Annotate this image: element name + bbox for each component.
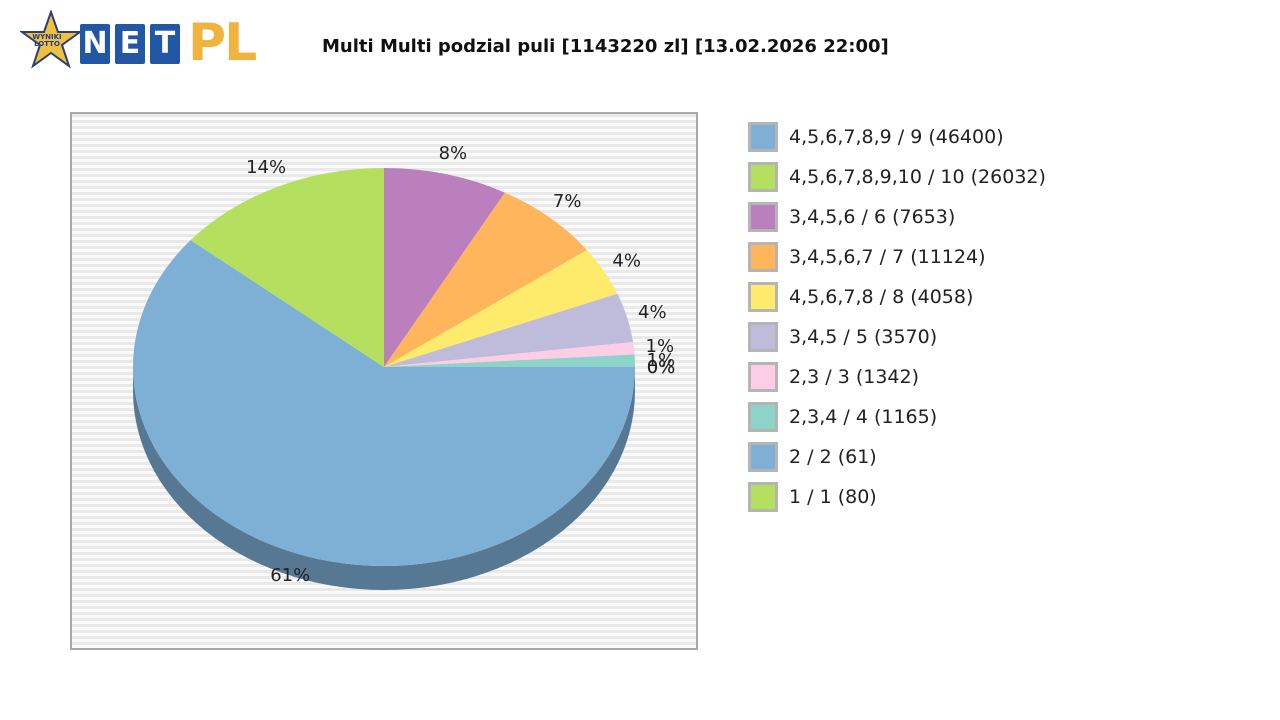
legend-swatch bbox=[748, 122, 778, 152]
pie-percent-label: 4% bbox=[612, 251, 641, 272]
pie-percent-label: 8% bbox=[439, 143, 468, 164]
pie-slice[interactable] bbox=[384, 293, 634, 367]
pie-slice[interactable] bbox=[384, 192, 588, 367]
legend-swatch bbox=[748, 402, 778, 432]
chart-plot-area: 61% 14% 8% 7% 4% 4% 1% 1% 0% 0% bbox=[70, 112, 698, 650]
legend-label: 3,4,5,6,7 / 7 (11124) bbox=[789, 246, 986, 268]
legend-label: 1 / 1 (80) bbox=[789, 486, 877, 508]
legend-swatch bbox=[748, 322, 778, 352]
legend-label: 2,3,4 / 4 (1165) bbox=[789, 406, 938, 428]
pie-percent-label: 0% bbox=[647, 357, 676, 378]
legend-swatch bbox=[748, 442, 778, 472]
pie-slice[interactable] bbox=[132, 240, 635, 566]
pie-slice[interactable] bbox=[384, 250, 618, 367]
pie-slice[interactable] bbox=[384, 168, 505, 367]
chart-title: Multi Multi podzial puli [1143220 zl] [1… bbox=[322, 36, 889, 57]
pie-percent-label: 14% bbox=[246, 157, 286, 178]
legend-label: 4,5,6,7,8,9 / 9 (46400) bbox=[789, 126, 1004, 148]
pie-percent-label: 1% bbox=[646, 336, 675, 357]
logo-suffix: PL bbox=[188, 13, 257, 73]
netpl-logo[interactable]: WYNIKI LOTTO N E T PL bbox=[20, 10, 265, 73]
pie-chart: 61%14%8%7%4%4%1%1%0%0% bbox=[132, 143, 676, 590]
legend-label: 2 / 2 (61) bbox=[789, 446, 877, 468]
legend-label: 4,5,6,7,8,9,10 / 10 (26032) bbox=[789, 166, 1046, 188]
logo-letter-t: T bbox=[150, 24, 180, 64]
legend-swatch bbox=[748, 242, 778, 272]
pie-slice[interactable] bbox=[190, 168, 384, 367]
logo-letter-e: E bbox=[115, 24, 145, 64]
pie-percent-label: 1% bbox=[647, 350, 676, 371]
legend-swatch bbox=[748, 202, 778, 232]
pie-slice[interactable] bbox=[384, 342, 635, 367]
pie-slice[interactable] bbox=[384, 354, 635, 368]
pie-percent-label: 7% bbox=[553, 191, 582, 212]
legend-swatch bbox=[748, 482, 778, 512]
legend-label: 3,4,5,6 / 6 (7653) bbox=[789, 206, 956, 228]
pie-percent-label: 61% bbox=[270, 565, 310, 586]
logo-badge-text: WYNIKI LOTTO bbox=[32, 33, 62, 48]
legend-label: 3,4,5 / 5 (3570) bbox=[789, 326, 938, 348]
pie-percent-label: 4% bbox=[638, 302, 667, 323]
logo-star-icon bbox=[20, 10, 82, 69]
logo-letter-n: N bbox=[80, 24, 110, 64]
legend-swatch bbox=[748, 362, 778, 392]
legend-swatch bbox=[748, 282, 778, 312]
legend-label: 2,3 / 3 (1342) bbox=[789, 366, 920, 388]
legend-swatch bbox=[748, 162, 778, 192]
pie-percent-label: 0% bbox=[647, 357, 676, 378]
legend-label: 4,5,6,7,8 / 8 (4058) bbox=[789, 286, 974, 308]
